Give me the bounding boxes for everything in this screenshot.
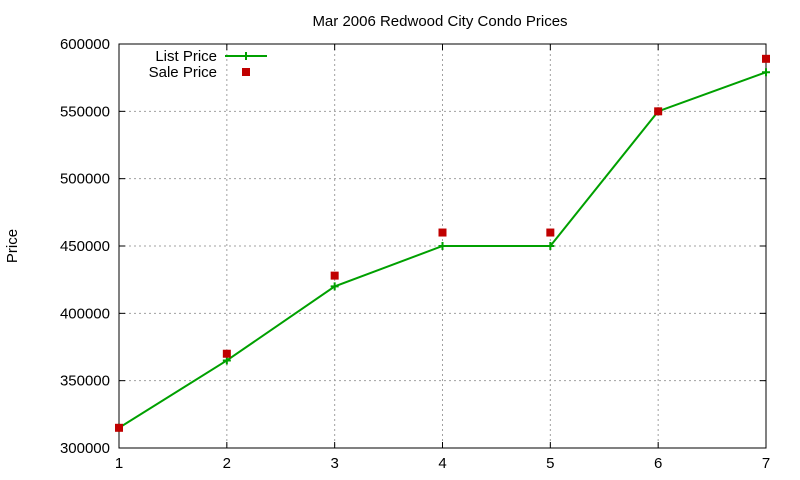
x-tick-label: 7	[762, 455, 770, 472]
y-tick-label: 500000	[60, 171, 110, 188]
y-axis-label: Price	[4, 229, 21, 263]
x-tick-label: 5	[546, 455, 554, 472]
plus-marker	[546, 242, 555, 250]
legend-plus-marker	[242, 52, 250, 60]
x-axis-ticks: 1 2 3 4 5 6 7	[115, 44, 770, 472]
square-marker	[438, 228, 447, 237]
legend-label: List Price	[155, 48, 217, 65]
x-tick-label: 6	[654, 455, 662, 472]
x-tick-label: 2	[223, 455, 231, 472]
y-axis-ticks: 300000 350000 400000 450000 500000 550000 6000…	[60, 36, 766, 457]
plus-marker	[222, 356, 231, 365]
x-tick-label: 1	[115, 455, 123, 472]
y-tick-label: 400000	[60, 305, 110, 322]
legend-label: Sale Price	[149, 64, 217, 81]
y-tick-label: 450000	[60, 238, 110, 255]
y-tick-label: 350000	[60, 373, 110, 390]
plus-marker	[330, 282, 339, 291]
plus-marker	[438, 242, 447, 250]
square-marker	[654, 107, 663, 116]
series-layer	[115, 54, 770, 432]
y-tick-label: 300000	[60, 440, 110, 457]
x-tick-label: 4	[438, 455, 446, 472]
square-marker	[330, 271, 339, 280]
series-sale-price	[115, 54, 770, 432]
y-tick-label: 600000	[60, 36, 110, 53]
square-marker	[546, 228, 555, 237]
square-marker	[222, 349, 231, 358]
x-tick-label: 3	[330, 455, 338, 472]
square-marker	[762, 54, 770, 63]
chart-title: Mar 2006 Redwood City Condo Prices	[312, 13, 567, 30]
plus-marker	[762, 68, 770, 77]
square-marker	[115, 423, 123, 432]
y-tick-label: 550000	[60, 103, 110, 120]
legend-square-marker	[242, 68, 250, 76]
